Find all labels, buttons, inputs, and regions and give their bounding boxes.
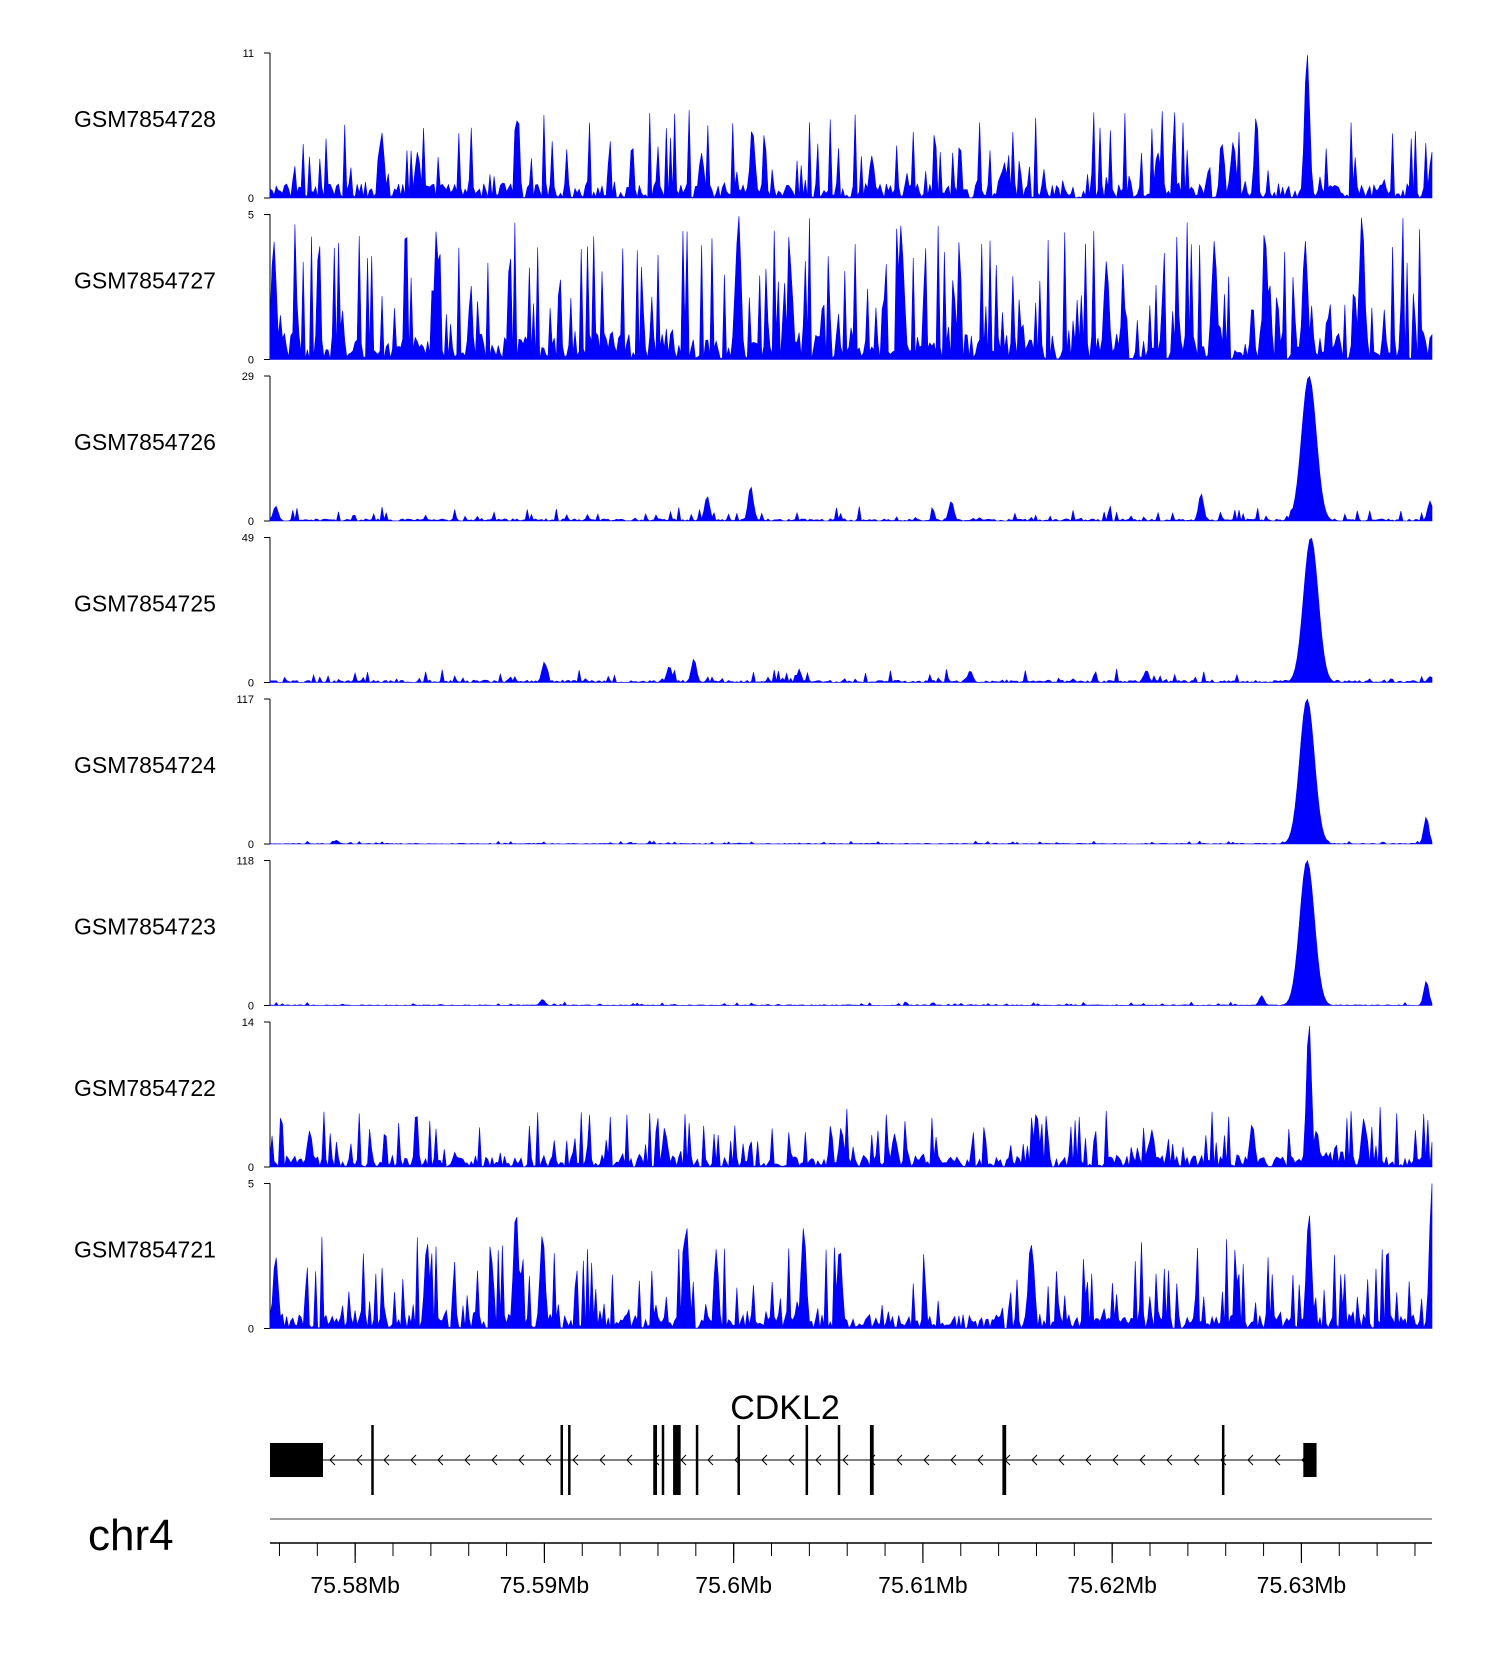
track-label: GSM7854725 — [74, 591, 216, 617]
axis-tick-label: 75.6Mb — [695, 1572, 772, 1598]
coverage-area — [269, 54, 1433, 199]
coverage-area — [269, 375, 1433, 522]
strand-chevron — [923, 1454, 930, 1466]
y-tick-label-max: 49 — [242, 533, 254, 545]
gene-exon — [371, 1425, 374, 1495]
strand-chevron — [1058, 1454, 1065, 1466]
axis-tick-label: 75.62Mb — [1067, 1572, 1157, 1598]
y-tick-label-max: 5 — [248, 210, 254, 222]
strand-chevron — [950, 1454, 957, 1466]
coverage-area — [269, 859, 1433, 1006]
strand-chevron — [842, 1454, 849, 1466]
strand-chevron — [788, 1454, 795, 1466]
gene-exon — [1221, 1425, 1225, 1495]
track-label: GSM7854726 — [74, 429, 216, 455]
y-tick-label-max: 117 — [236, 694, 254, 706]
axis-tick-label: 75.58Mb — [310, 1572, 400, 1598]
coverage-area — [269, 216, 1433, 361]
strand-chevron — [626, 1454, 633, 1466]
track-label: GSM7854721 — [74, 1237, 216, 1263]
gene-exon — [837, 1425, 841, 1495]
gene-exon — [869, 1425, 874, 1495]
track-GSM7854727: GSM7854727 5 0 — [74, 210, 1433, 367]
axis-tick-label: 75.63Mb — [1257, 1572, 1347, 1598]
axis-tick-label: 75.59Mb — [500, 1572, 590, 1598]
strand-chevron — [1193, 1454, 1200, 1466]
y-tick-label-max: 11 — [243, 48, 254, 60]
strand-chevron — [572, 1454, 579, 1466]
strand-chevron — [680, 1454, 687, 1466]
y-tick-label-zero: 0 — [248, 1324, 254, 1336]
coverage-tracks: GSM7854728110GSM785472750GSM7854726290GS… — [74, 48, 1433, 1336]
track-label: GSM7854724 — [74, 752, 216, 778]
chromosome-label: chr4 — [88, 1511, 174, 1560]
gene-exon — [805, 1425, 809, 1495]
y-tick-label-zero: 0 — [248, 678, 254, 690]
strand-chevron — [977, 1454, 984, 1466]
track-GSM7854728: GSM7854728 11 0 — [74, 48, 1433, 205]
y-tick-label-zero: 0 — [248, 193, 254, 205]
axis-tick-label: 75.61Mb — [878, 1572, 968, 1598]
strand-chevron — [1274, 1454, 1281, 1466]
y-tick-label-max: 5 — [248, 1179, 254, 1191]
strand-chevron — [383, 1454, 390, 1466]
track-GSM7854723: GSM7854723 118 0 — [74, 856, 1433, 1013]
coverage-area — [269, 537, 1433, 684]
gene-exon — [673, 1425, 681, 1495]
gene-exon — [1303, 1443, 1317, 1477]
strand-chevron — [1112, 1454, 1119, 1466]
strand-chevron — [1139, 1454, 1146, 1466]
track-label: GSM7854728 — [74, 106, 216, 132]
track-GSM7854725: GSM7854725 49 0 — [74, 533, 1433, 690]
gene-exon — [568, 1425, 571, 1495]
strand-chevron — [599, 1454, 606, 1466]
gene-exon — [661, 1425, 665, 1495]
strand-chevron — [545, 1454, 552, 1466]
coverage-area — [269, 1025, 1433, 1169]
strand-chevron — [1085, 1454, 1092, 1466]
y-tick-label-zero: 0 — [248, 1001, 254, 1013]
track-label: GSM7854723 — [74, 914, 216, 940]
coverage-area — [269, 698, 1433, 845]
strand-chevron — [761, 1454, 768, 1466]
gene-name-label: CDKL2 — [730, 1389, 840, 1427]
y-tick-label-max: 29 — [242, 371, 254, 383]
strand-chevron — [896, 1454, 903, 1466]
gene-exon — [653, 1425, 658, 1495]
y-tick-label-max: 118 — [236, 856, 254, 868]
strand-chevron — [410, 1454, 417, 1466]
gene-exon — [270, 1443, 323, 1477]
strand-chevron — [1247, 1454, 1254, 1466]
track-GSM7854722: GSM7854722 14 0 — [74, 1017, 1433, 1174]
strand-chevron — [356, 1454, 363, 1466]
strand-chevron — [1166, 1454, 1173, 1466]
y-tick-label-zero: 0 — [248, 516, 254, 528]
strand-chevron — [329, 1454, 336, 1466]
y-tick-label-zero: 0 — [248, 839, 254, 851]
coverage-area — [269, 1183, 1433, 1330]
y-tick-label-max: 14 — [242, 1017, 254, 1029]
strand-chevron — [464, 1454, 471, 1466]
y-tick-label-zero: 0 — [248, 1162, 254, 1174]
strand-chevron — [707, 1454, 714, 1466]
gene-exon — [560, 1425, 563, 1495]
gene-exon — [737, 1425, 740, 1495]
strand-chevron — [815, 1454, 822, 1466]
track-label: GSM7854722 — [74, 1075, 216, 1101]
track-GSM7854721: GSM7854721 5 0 — [74, 1179, 1433, 1336]
gene-exon — [695, 1425, 699, 1495]
strand-chevron — [491, 1454, 498, 1466]
gene-exon — [1002, 1425, 1007, 1495]
track-GSM7854724: GSM7854724 117 0 — [74, 694, 1433, 851]
genome-axis: chr4 75.58Mb 75.59Mb 75.6Mb 75.61Mb 75.62Mb 7… — [88, 1511, 1432, 1598]
strand-chevron — [1031, 1454, 1038, 1466]
track-label: GSM7854727 — [74, 268, 216, 294]
strand-chevron — [437, 1454, 444, 1466]
track-GSM7854726: GSM7854726 29 0 — [74, 371, 1433, 528]
gene-track: CDKL2 — [270, 1389, 1317, 1495]
y-tick-label-zero: 0 — [248, 355, 254, 367]
strand-chevron — [518, 1454, 525, 1466]
